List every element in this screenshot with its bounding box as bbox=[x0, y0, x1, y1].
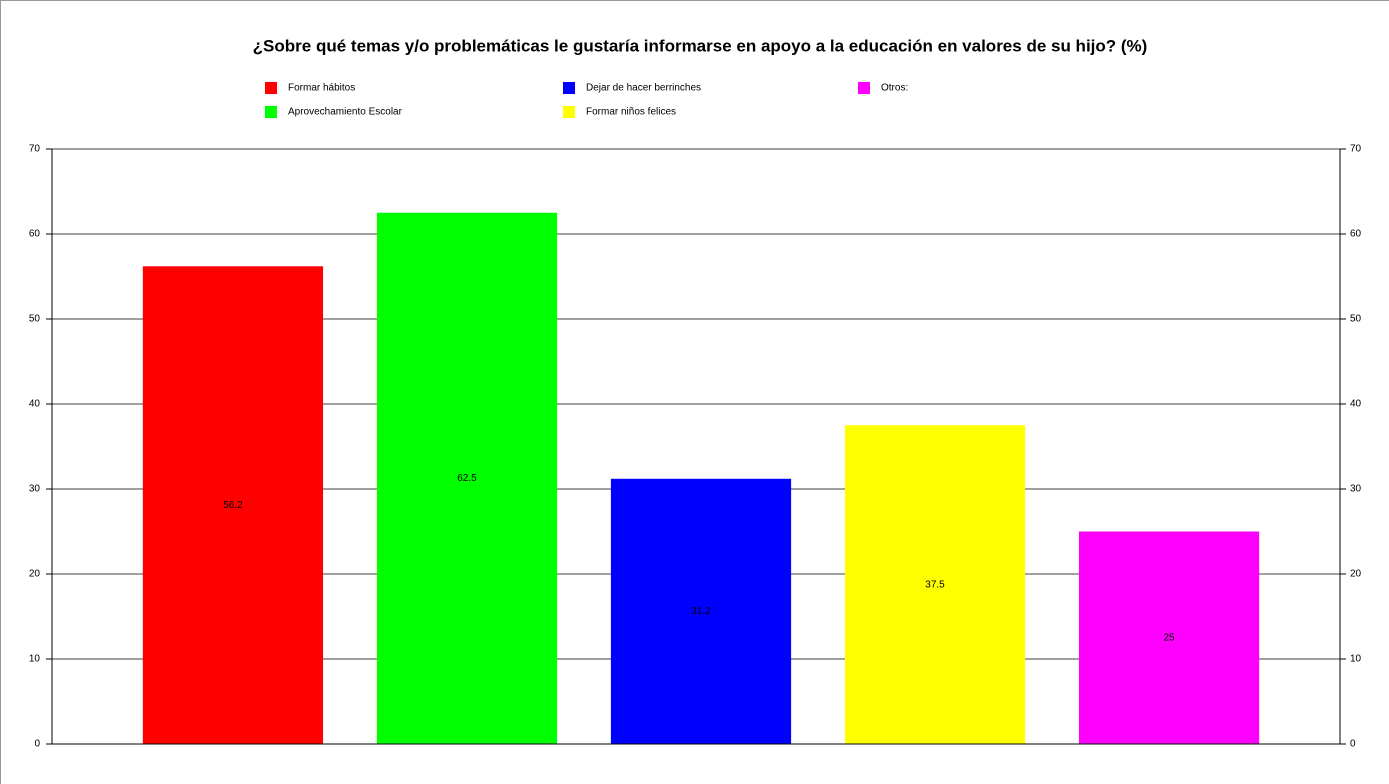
legend-swatch bbox=[858, 82, 870, 94]
data-label: 25 bbox=[1163, 632, 1175, 643]
y2-tick-label: 70 bbox=[1350, 144, 1362, 155]
y-tick-label: 60 bbox=[29, 229, 41, 240]
y2-tick-label: 0 bbox=[1350, 739, 1356, 750]
legend-label: Dejar de hacer berrinches bbox=[586, 83, 701, 94]
bar bbox=[610, 478, 792, 744]
bar bbox=[376, 212, 558, 744]
y2-tick-label: 50 bbox=[1350, 314, 1362, 325]
bar bbox=[142, 266, 324, 744]
legend-label: Otros: bbox=[881, 83, 908, 94]
y2-tick-label: 30 bbox=[1350, 484, 1362, 495]
y-tick-label: 70 bbox=[29, 144, 41, 155]
y2-tick-label: 60 bbox=[1350, 229, 1362, 240]
legend-label: Formar hábitos bbox=[288, 83, 355, 94]
data-label: 31.2 bbox=[691, 606, 711, 617]
y-tick-label: 0 bbox=[34, 739, 40, 750]
legend-swatch bbox=[265, 82, 277, 94]
data-label: 37.5 bbox=[925, 579, 945, 590]
bar bbox=[1078, 531, 1260, 744]
y2-tick-label: 10 bbox=[1350, 654, 1362, 665]
chart-title: ¿Sobre qué temas y/o problemáticas le gu… bbox=[253, 36, 1148, 55]
y-tick-label: 10 bbox=[29, 654, 41, 665]
y2-tick-label: 20 bbox=[1350, 569, 1362, 580]
y-tick-label: 20 bbox=[29, 569, 41, 580]
y2-tick-label: 40 bbox=[1350, 399, 1362, 410]
y-tick-label: 50 bbox=[29, 314, 41, 325]
legend-swatch bbox=[563, 82, 575, 94]
bar bbox=[844, 425, 1026, 744]
y-tick-label: 40 bbox=[29, 399, 41, 410]
legend-swatch bbox=[563, 106, 575, 118]
data-label: 62.5 bbox=[457, 473, 477, 484]
legend-label: Aprovechamiento Escolar bbox=[288, 107, 403, 118]
y-tick-label: 30 bbox=[29, 484, 41, 495]
legend-swatch bbox=[265, 106, 277, 118]
data-label: 56.2 bbox=[223, 500, 243, 511]
legend-label: Formar niños felices bbox=[586, 107, 676, 118]
